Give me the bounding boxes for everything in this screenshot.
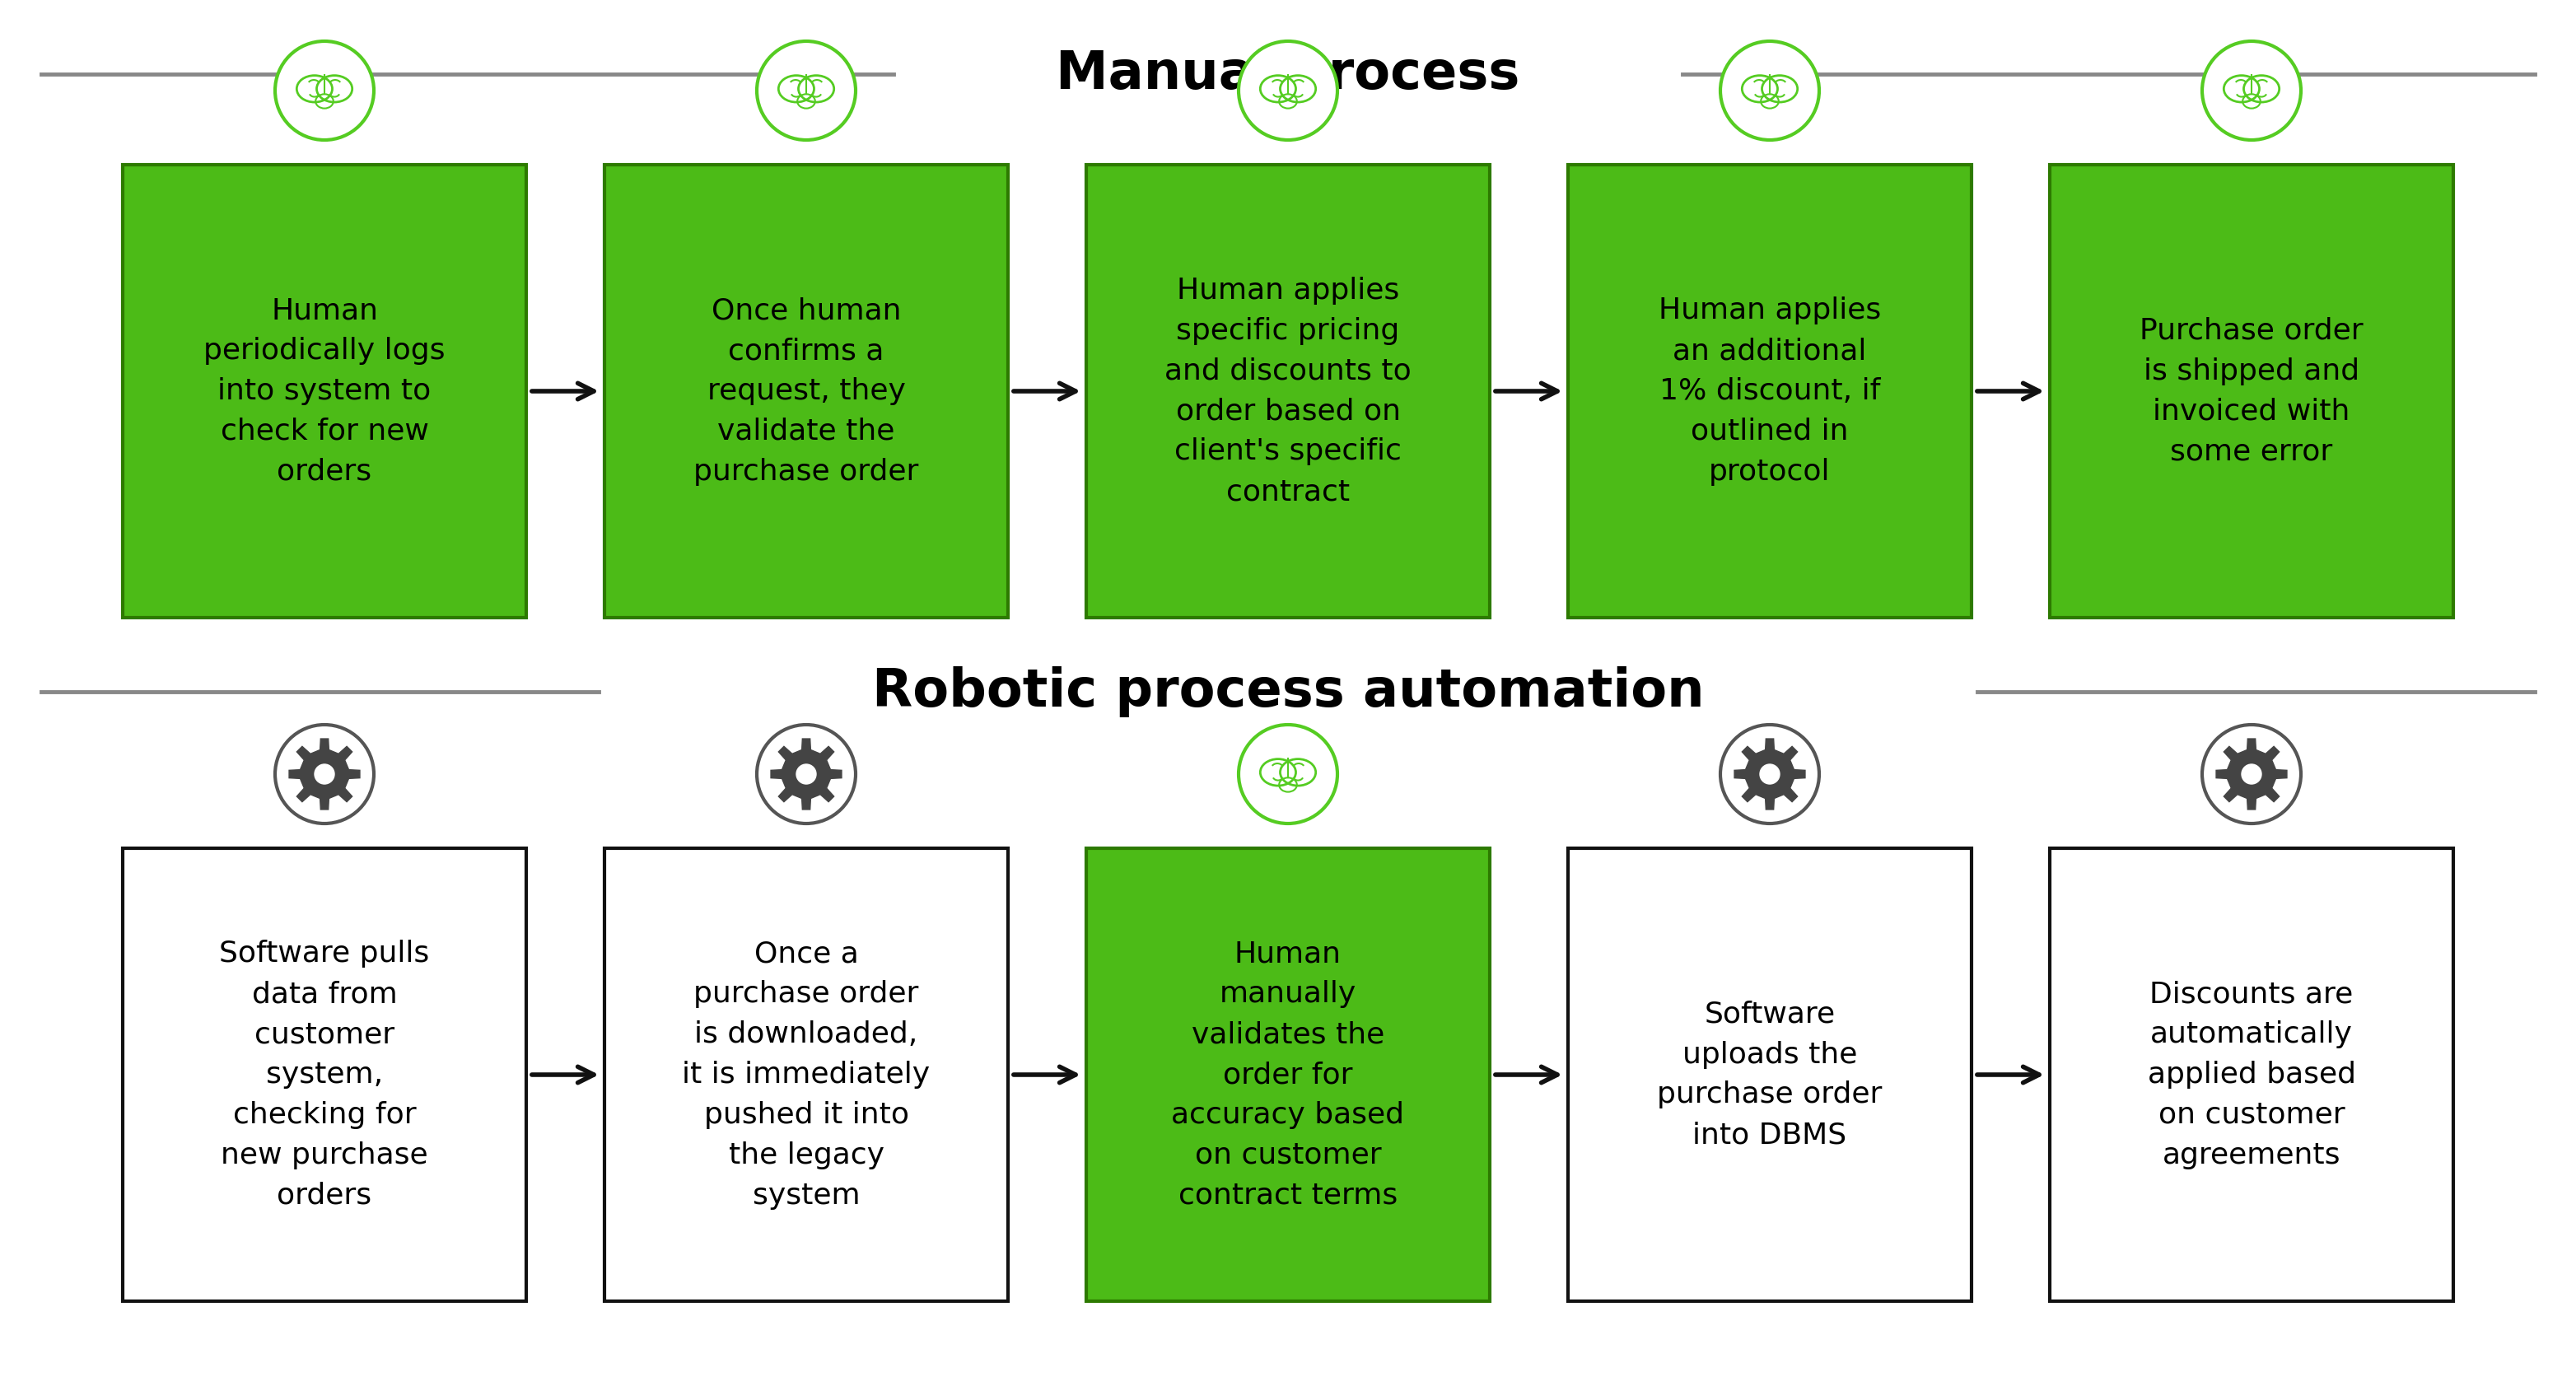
FancyBboxPatch shape bbox=[124, 165, 526, 617]
FancyBboxPatch shape bbox=[605, 165, 1007, 617]
Text: Purchase order
is shipped and
invoiced with
some error: Purchase order is shipped and invoiced w… bbox=[2141, 316, 2362, 466]
Polygon shape bbox=[770, 739, 842, 809]
Text: Robotic process automation: Robotic process automation bbox=[871, 666, 1705, 717]
Text: Software
uploads the
purchase order
into DBMS: Software uploads the purchase order into… bbox=[1656, 1001, 1883, 1149]
FancyBboxPatch shape bbox=[1569, 848, 1971, 1301]
Circle shape bbox=[2202, 41, 2300, 140]
Circle shape bbox=[796, 764, 817, 784]
Text: Human
periodically logs
into system to
check for new
orders: Human periodically logs into system to c… bbox=[204, 297, 446, 486]
Text: Human
manually
validates the
order for
accuracy based
on customer
contract terms: Human manually validates the order for a… bbox=[1172, 939, 1404, 1210]
Circle shape bbox=[1759, 764, 1780, 784]
Circle shape bbox=[2202, 725, 2300, 823]
Circle shape bbox=[314, 764, 335, 784]
Text: Once a
purchase order
is downloaded,
it is immediately
pushed it into
the legacy: Once a purchase order is downloaded, it … bbox=[683, 939, 930, 1210]
Circle shape bbox=[276, 725, 374, 823]
Circle shape bbox=[1239, 725, 1337, 823]
FancyBboxPatch shape bbox=[1087, 848, 1489, 1301]
FancyBboxPatch shape bbox=[124, 848, 526, 1301]
Polygon shape bbox=[1734, 739, 1806, 809]
Text: Once human
confirms a
request, they
validate the
purchase order: Once human confirms a request, they vali… bbox=[693, 297, 920, 486]
FancyBboxPatch shape bbox=[1569, 165, 1971, 617]
Circle shape bbox=[757, 725, 855, 823]
Text: Human applies
an additional
1% discount, if
outlined in
protocol: Human applies an additional 1% discount,… bbox=[1659, 297, 1880, 486]
Circle shape bbox=[276, 41, 374, 140]
Text: Discounts are
automatically
applied based
on customer
agreements: Discounts are automatically applied base… bbox=[2148, 980, 2354, 1169]
FancyBboxPatch shape bbox=[605, 848, 1007, 1301]
Polygon shape bbox=[289, 739, 361, 809]
FancyBboxPatch shape bbox=[2050, 848, 2452, 1301]
Text: Manual process: Manual process bbox=[1056, 49, 1520, 99]
FancyBboxPatch shape bbox=[2050, 165, 2452, 617]
Circle shape bbox=[1721, 725, 1819, 823]
Circle shape bbox=[1721, 41, 1819, 140]
Polygon shape bbox=[2215, 739, 2287, 809]
FancyBboxPatch shape bbox=[1087, 165, 1489, 617]
Circle shape bbox=[757, 41, 855, 140]
Text: Software pulls
data from
customer
system,
checking for
new purchase
orders: Software pulls data from customer system… bbox=[219, 939, 430, 1210]
Text: Human applies
specific pricing
and discounts to
order based on
client's specific: Human applies specific pricing and disco… bbox=[1164, 277, 1412, 505]
Circle shape bbox=[1239, 41, 1337, 140]
Circle shape bbox=[2241, 764, 2262, 784]
